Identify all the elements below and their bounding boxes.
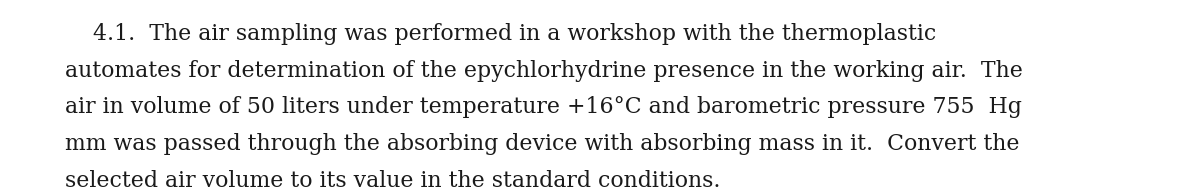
Text: 4.1.  The air sampling was performed in a workshop with the thermoplastic: 4.1. The air sampling was performed in a…: [65, 23, 937, 45]
Text: mm was passed through the absorbing device with absorbing mass in it.  Convert t: mm was passed through the absorbing devi…: [65, 133, 1020, 155]
Text: selected air volume to its value in the standard conditions.: selected air volume to its value in the …: [65, 170, 721, 189]
Text: air in volume of 50 liters under temperature +16°C and barometric pressure 755  : air in volume of 50 liters under tempera…: [65, 96, 1022, 118]
Text: automates for determination of the epychlorhydrine presence in the working air. : automates for determination of the epych…: [65, 60, 1024, 81]
